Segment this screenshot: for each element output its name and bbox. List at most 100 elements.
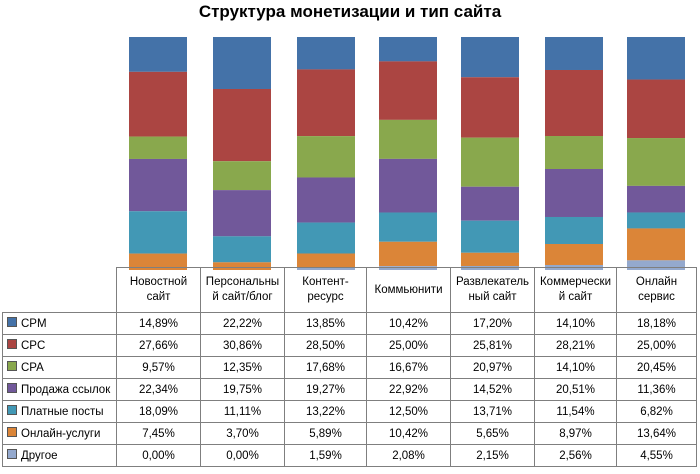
bar-segment — [545, 69, 603, 136]
data-label: 3,70% — [200, 422, 285, 445]
bar-segment — [129, 253, 187, 270]
legend-swatch — [7, 405, 17, 416]
data-label: 13,85% — [284, 312, 367, 335]
data-label: 4,55% — [616, 444, 697, 467]
bar-segment — [627, 185, 685, 213]
chart-title: Структура монетизации и тип сайта — [198, 2, 502, 21]
data-label: 22,22% — [200, 312, 285, 335]
bar-segment — [461, 137, 519, 187]
bar-segment — [297, 136, 355, 178]
bar-segment — [379, 212, 437, 242]
table-row: Продажа ссылок 22,34% 19,75% 19,27% 22,92% 14… — [2, 378, 697, 401]
data-label: 28,50% — [284, 334, 367, 357]
legend-label: Продажа ссылок — [21, 383, 111, 396]
data-label: 18,09% — [116, 400, 201, 423]
table-row: Другое 0,00% 0,00% 1,59% 2,08% 2,15% 2,56% 4,55… — [2, 444, 697, 467]
bar-segment — [461, 77, 519, 138]
legend-entry: Продажа ссылок — [2, 378, 117, 401]
bar-segment — [379, 241, 437, 267]
data-label: 12,50% — [366, 400, 451, 423]
table-row: Онлайн-услуги 7,45% 3,70% 5,89% 10,42% 5,65% 8… — [2, 422, 697, 445]
bar-segment — [297, 253, 355, 268]
legend-swatch — [7, 361, 17, 372]
data-label: 14,52% — [450, 378, 535, 401]
bar-segment — [545, 244, 603, 265]
legend-swatch — [7, 427, 17, 438]
data-label: 28,21% — [534, 334, 617, 357]
bar-segment — [545, 136, 603, 169]
legend-entry: CPA — [2, 356, 117, 379]
data-label: 11,54% — [534, 400, 617, 423]
data-label: 2,08% — [366, 444, 451, 467]
data-label: 10,42% — [366, 422, 451, 445]
bar-segment — [627, 79, 685, 139]
table-row: CPM 14,89% 22,22% 13,85% 10,42% 17,20% 14,10% 1… — [2, 312, 697, 335]
table-row: CPA 9,57% 12,35% 17,68% 16,67% 20,97% 14,10% 20… — [2, 356, 697, 379]
data-label: 10,42% — [366, 312, 451, 335]
legend-entry: CPC — [2, 334, 117, 357]
legend-label: CPA — [21, 361, 44, 374]
bar-segment — [461, 252, 519, 266]
bar-segment — [129, 136, 187, 159]
data-label: 25,00% — [616, 334, 697, 357]
data-label: 14,10% — [534, 312, 617, 335]
bar-segment — [379, 119, 437, 159]
bar-segment — [461, 37, 519, 78]
table-corner — [2, 267, 117, 313]
bar-segment — [213, 262, 271, 270]
legend-label: CPM — [21, 317, 47, 330]
bar-segment — [379, 158, 437, 213]
bar-segment — [461, 220, 519, 253]
category-label: Развлекатель ный сайт — [450, 267, 535, 313]
stacked-bar-plot — [129, 37, 685, 270]
bar-segment — [129, 211, 187, 254]
data-label: 6,82% — [616, 400, 697, 423]
legend-swatch — [7, 317, 17, 328]
legend-swatch — [7, 383, 17, 394]
data-label: 30,86% — [200, 334, 285, 357]
data-label: 20,97% — [450, 356, 535, 379]
category-label: Коммьюнити — [366, 267, 451, 313]
legend-entry: Другое — [2, 444, 117, 467]
legend-label: Онлайн-услуги — [21, 427, 101, 440]
data-label: 7,45% — [116, 422, 201, 445]
legend-swatch — [7, 449, 17, 460]
legend-label: Другое — [21, 449, 58, 462]
data-label: 17,68% — [284, 356, 367, 379]
table-row: Платные посты 18,09% 11,11% 13,22% 12,50% 13,… — [2, 400, 697, 423]
data-label: 0,00% — [200, 444, 285, 467]
data-label: 1,59% — [284, 444, 367, 467]
category-label: Коммерчески й сайт — [534, 267, 617, 313]
data-label: 2,15% — [450, 444, 535, 467]
data-table: Новостной сайт Персональны й сайт/блог Конте… — [2, 267, 697, 467]
data-label: 8,97% — [534, 422, 617, 445]
data-label: 20,51% — [534, 378, 617, 401]
bar-segment — [213, 37, 271, 89]
data-label: 20,45% — [616, 356, 697, 379]
data-label: 25,81% — [450, 334, 535, 357]
bar-segment — [213, 190, 271, 237]
bar-segment — [379, 37, 437, 62]
data-label: 14,10% — [534, 356, 617, 379]
bar-segment — [627, 138, 685, 186]
data-label: 22,92% — [366, 378, 451, 401]
bar-segment — [213, 161, 271, 191]
data-label: 13,71% — [450, 400, 535, 423]
data-label: 11,11% — [200, 400, 285, 423]
bar-segment — [545, 169, 603, 217]
data-label: 22,34% — [116, 378, 201, 401]
category-label: Новостной сайт — [116, 267, 201, 313]
data-label: 14,89% — [116, 312, 201, 335]
legend-label: CPC — [21, 339, 46, 352]
category-label: Персональны й сайт/блог — [200, 267, 285, 313]
bar-segment — [627, 260, 685, 270]
legend-entry: CPM — [2, 312, 117, 335]
table-row: CPC 27,66% 30,86% 28,50% 25,00% 25,81% 28,21% 2… — [2, 334, 697, 357]
data-label: 11,36% — [616, 378, 697, 401]
data-label: 12,35% — [200, 356, 285, 379]
legend-label: Платные посты — [21, 405, 104, 418]
data-label: 2,56% — [534, 444, 617, 467]
bar-segment — [627, 228, 685, 261]
data-label: 5,65% — [450, 422, 535, 445]
bar-segment — [545, 216, 603, 244]
